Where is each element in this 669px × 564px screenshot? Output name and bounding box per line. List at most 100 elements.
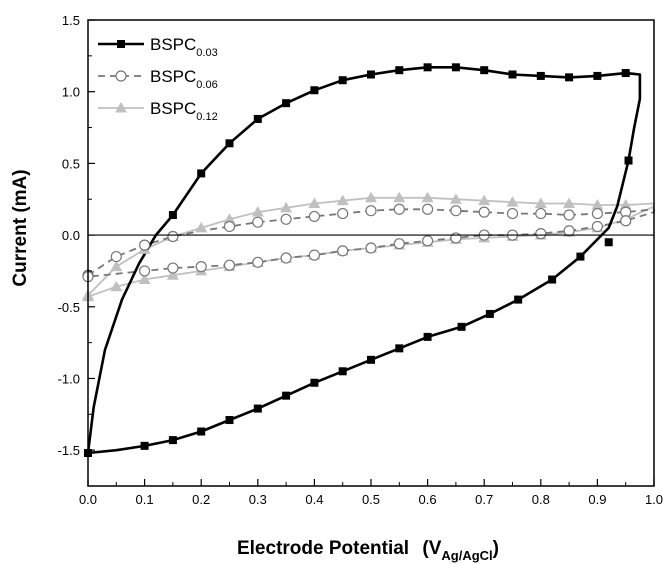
legend-label-0.12: BSPC0.12 bbox=[150, 99, 218, 123]
legend-marker-0.12 bbox=[115, 102, 127, 113]
x-axis-title-open-paren: ( bbox=[422, 538, 429, 559]
legend-label-0.03: BSPC0.03 bbox=[150, 35, 218, 59]
series-point-0.03 bbox=[576, 252, 585, 261]
series-point-0.03 bbox=[197, 427, 206, 436]
x-axis-title-main: Electrode Potential bbox=[237, 538, 409, 559]
series-point-0.03 bbox=[367, 355, 375, 364]
series-point-0.12 bbox=[110, 280, 123, 292]
series-point-0.03 bbox=[423, 63, 432, 72]
series-markers bbox=[82, 63, 633, 458]
series-point-0.03 bbox=[395, 344, 404, 353]
series-point-0.06 bbox=[620, 215, 632, 227]
series-point-0.06 bbox=[337, 207, 349, 220]
series-point-0.12 bbox=[619, 198, 632, 210]
series-point-0.03 bbox=[548, 275, 557, 284]
series-point-0.12 bbox=[393, 191, 406, 203]
x-tick-label: 0.8 bbox=[532, 492, 550, 507]
series-point-0.03 bbox=[457, 322, 466, 331]
y-tick-label: 0.5 bbox=[62, 156, 80, 171]
series-point-0.12 bbox=[166, 269, 179, 280]
series-point-0.06 bbox=[280, 252, 292, 264]
series-point-0.03 bbox=[197, 169, 206, 178]
series-point-0.06 bbox=[422, 203, 434, 215]
series-point-0.12 bbox=[110, 260, 123, 272]
series-point-0.03 bbox=[423, 332, 432, 341]
series-point-0.03 bbox=[310, 378, 319, 387]
x-tick-label: 0.3 bbox=[249, 492, 267, 507]
series-point-0.03 bbox=[310, 86, 319, 95]
axis-ticks: 0.0 0.1 0.2 0.3 0.4 0.5 0.6 0.7 0.8 0.9 1.0 1.5 1.0 0… bbox=[58, 13, 663, 507]
series-point-0.06 bbox=[223, 259, 236, 271]
series-curves bbox=[86, 66, 655, 455]
series-point-0.03 bbox=[253, 404, 262, 413]
series-point-0.03 bbox=[485, 309, 494, 318]
series-point-0.06 bbox=[167, 262, 179, 274]
series-point-0.12 bbox=[280, 201, 293, 213]
series-point-0.03 bbox=[253, 114, 262, 123]
series-point-0.03 bbox=[536, 71, 545, 80]
series-point-0.06 bbox=[223, 220, 236, 233]
legend-marker-0.06 bbox=[115, 70, 127, 82]
series-point-0.12 bbox=[223, 213, 236, 224]
series-point-0.12 bbox=[251, 206, 264, 217]
series-point-0.03 bbox=[282, 391, 291, 400]
series-point-0.06 bbox=[535, 207, 547, 220]
series-point-0.03 bbox=[621, 69, 630, 78]
series-point-0.12 bbox=[195, 221, 208, 233]
legend: BSPC0.03 BSPC0.06 BSPC0.12 bbox=[98, 35, 218, 123]
series-point-0.06 bbox=[252, 216, 264, 228]
series-point-0.06 bbox=[337, 245, 349, 257]
series-point-0.12 bbox=[365, 191, 377, 203]
series-point-0.06 bbox=[450, 205, 462, 217]
series-point-0.03 bbox=[624, 156, 633, 165]
series-point-0.03 bbox=[508, 70, 517, 79]
series-point-0.03 bbox=[451, 63, 460, 72]
series-point-0.06 bbox=[563, 225, 575, 237]
series-point-0.06 bbox=[139, 239, 151, 251]
series-point-0.06 bbox=[308, 210, 320, 223]
series-point-0.06 bbox=[365, 205, 377, 217]
series-point-0.03 bbox=[514, 295, 523, 304]
series-point-0.06 bbox=[535, 228, 547, 240]
series-point-0.03 bbox=[593, 71, 602, 80]
series-point-0.12 bbox=[138, 273, 151, 285]
x-axis-title-unit-sub: Ag/AgCl bbox=[441, 548, 492, 563]
series-point-0.12 bbox=[506, 196, 519, 207]
series-point-0.06 bbox=[308, 249, 320, 261]
y-tick-label: 1.0 bbox=[62, 85, 80, 100]
series-point-0.03 bbox=[168, 436, 177, 445]
series-point-0.06 bbox=[280, 213, 292, 225]
series-point-0.03 bbox=[338, 367, 347, 376]
series-point-0.03 bbox=[395, 66, 404, 75]
series-point-0.06 bbox=[167, 230, 179, 243]
y-tick-label: 0.0 bbox=[62, 228, 80, 243]
series-point-0.06 bbox=[393, 203, 405, 215]
series-point-0.06 bbox=[506, 207, 519, 220]
series-point-0.06 bbox=[252, 256, 264, 268]
x-axis-title: Electrode Potential (VAg/AgCl) bbox=[237, 538, 499, 563]
series-point-0.06 bbox=[110, 250, 122, 263]
x-tick-label: 0.7 bbox=[475, 492, 493, 507]
series-point-0.06 bbox=[195, 261, 207, 273]
series-line-0.03 bbox=[86, 66, 642, 455]
series-point-0.06 bbox=[422, 235, 434, 247]
series-point-0.12 bbox=[591, 198, 604, 210]
series-point-0.12 bbox=[308, 197, 321, 209]
series-point-0.03 bbox=[480, 66, 489, 75]
series-point-0.12 bbox=[449, 193, 462, 204]
y-axis-title: Current (mA) bbox=[10, 169, 31, 286]
plot-layers bbox=[82, 63, 655, 458]
series-point-0.03 bbox=[225, 416, 234, 425]
x-tick-label: 0.5 bbox=[362, 492, 380, 507]
y-tick-label: 1.5 bbox=[62, 13, 80, 28]
series-point-0.06 bbox=[591, 220, 604, 233]
series-point-0.06 bbox=[478, 206, 490, 218]
series-point-0.03 bbox=[168, 211, 177, 220]
series-point-0.06 bbox=[139, 265, 151, 277]
x-tick-label: 0.0 bbox=[79, 492, 97, 507]
series-point-0.12 bbox=[421, 191, 434, 203]
x-axis-title-unit: V bbox=[429, 538, 442, 559]
series-point-0.06 bbox=[393, 238, 405, 250]
x-tick-label: 0.2 bbox=[192, 492, 210, 507]
series-point-0.12 bbox=[534, 197, 547, 209]
